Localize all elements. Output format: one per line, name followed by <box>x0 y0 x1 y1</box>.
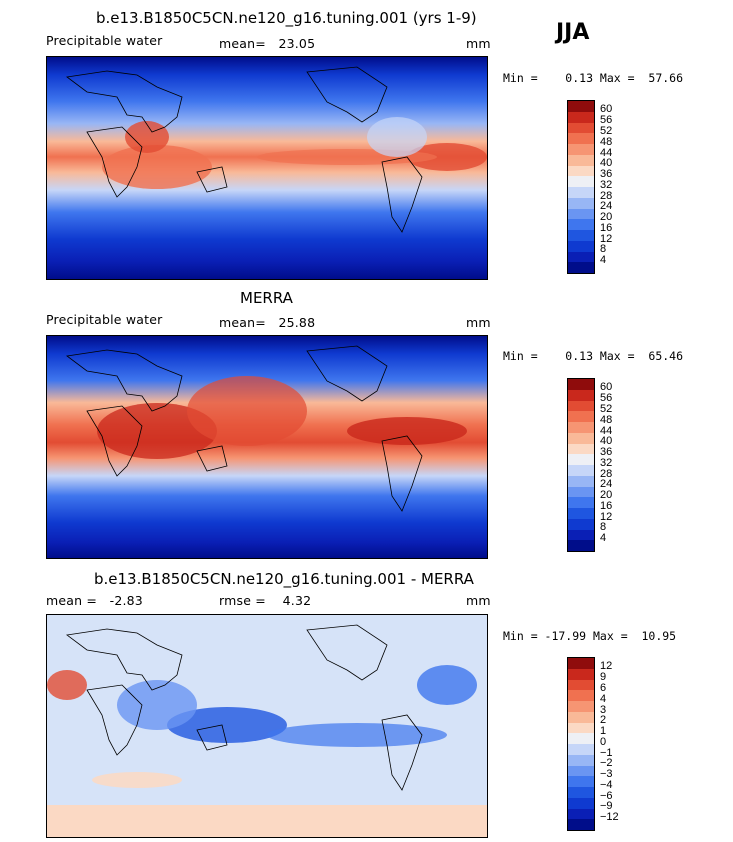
panel1-cb-label: 60 <box>600 103 613 115</box>
panel2-mean-label: mean= 25.88 <box>219 315 316 330</box>
panel1-cb-label: 56 <box>600 114 613 126</box>
panel1-cb-label: 32 <box>600 179 613 191</box>
panel1-title: b.e13.B1850C5CN.ne120_g16.tuning.001 (yr… <box>96 9 477 27</box>
panel3-rmse-label: rmse = 4.32 <box>219 593 312 608</box>
panel3-minmax: Min = -17.99 Max = 10.95 <box>503 629 677 643</box>
panel2-variable-label: Precipitable water <box>46 312 163 327</box>
panel3-cb-label: 0 <box>600 736 607 748</box>
panel3-cb-label: 2 <box>600 714 607 726</box>
panel1-variable-label: Precipitable water <box>46 33 163 48</box>
panel3-cb-label: 4 <box>600 693 607 705</box>
panel2-cb-label: 12 <box>600 511 613 523</box>
panel3-cb-label: 12 <box>600 660 613 672</box>
panel1-cb-label: 48 <box>600 136 613 148</box>
panel3-cb-label: −6 <box>600 790 613 802</box>
season-label: JJA <box>556 20 590 45</box>
panel3-cb-label: 9 <box>600 671 607 683</box>
panel1-cb-label: 4 <box>600 254 607 266</box>
panel1-cb-label: 36 <box>600 168 613 180</box>
panel1-colorbar <box>567 100 595 274</box>
panel2-cb-label: 16 <box>600 500 613 512</box>
panel1-units-label: mm <box>466 36 491 51</box>
panel3-cb-label: 6 <box>600 682 607 694</box>
panel3-cb-label: −2 <box>600 757 613 769</box>
panel1-cb-label: 44 <box>600 147 613 159</box>
panel1-cb-label: 24 <box>600 200 613 212</box>
panel3-cb-label: 3 <box>600 704 607 716</box>
panel2-cb-label: 8 <box>600 521 607 533</box>
panel1-cb-label: 20 <box>600 211 613 223</box>
panel1-cb-label: 28 <box>600 190 613 202</box>
panel3-cb-label: −3 <box>600 768 613 780</box>
panel2-cb-label: 20 <box>600 489 613 501</box>
panel3-cb-label: −9 <box>600 800 613 812</box>
panel1-cb-label: 40 <box>600 157 613 169</box>
panel3-cb-label: −12 <box>600 811 619 823</box>
panel2-minmax: Min = 0.13 Max = 65.46 <box>503 349 684 363</box>
panel1-mean-label: mean= 23.05 <box>219 36 316 51</box>
panel2-cb-label: 44 <box>600 425 613 437</box>
panel3-units-label: mm <box>466 593 491 608</box>
panel3-cb-label: 1 <box>600 725 607 737</box>
panel2-cb-label: 32 <box>600 457 613 469</box>
panel3-map <box>46 614 488 838</box>
panel3-mean-label: mean = -2.83 <box>46 593 143 608</box>
panel1-cb-label: 12 <box>600 233 613 245</box>
panel2-map <box>46 335 488 559</box>
panel2-cb-label: 56 <box>600 392 613 404</box>
panel1-minmax: Min = 0.13 Max = 57.66 <box>503 71 684 85</box>
panel3-cb-label: −1 <box>600 747 613 759</box>
panel2-cb-label: 40 <box>600 435 613 447</box>
panel1-cb-label: 8 <box>600 243 607 255</box>
panel1-cb-label: 52 <box>600 125 613 137</box>
panel2-units-label: mm <box>466 315 491 330</box>
panel2-cb-label: 52 <box>600 403 613 415</box>
panel2-cb-label: 24 <box>600 478 613 490</box>
panel2-cb-label: 48 <box>600 414 613 426</box>
panel2-cb-label: 60 <box>600 381 613 393</box>
panel2-title: MERRA <box>240 289 293 307</box>
panel3-cb-label: −4 <box>600 779 613 791</box>
panel3-title: b.e13.B1850C5CN.ne120_g16.tuning.001 - M… <box>94 570 474 588</box>
panel3-colorbar <box>567 657 595 831</box>
panel1-map <box>46 56 488 280</box>
panel2-cb-label: 36 <box>600 446 613 458</box>
panel2-colorbar <box>567 378 595 552</box>
panel1-cb-label: 16 <box>600 222 613 234</box>
panel2-cb-label: 28 <box>600 468 613 480</box>
panel2-cb-label: 4 <box>600 532 607 544</box>
